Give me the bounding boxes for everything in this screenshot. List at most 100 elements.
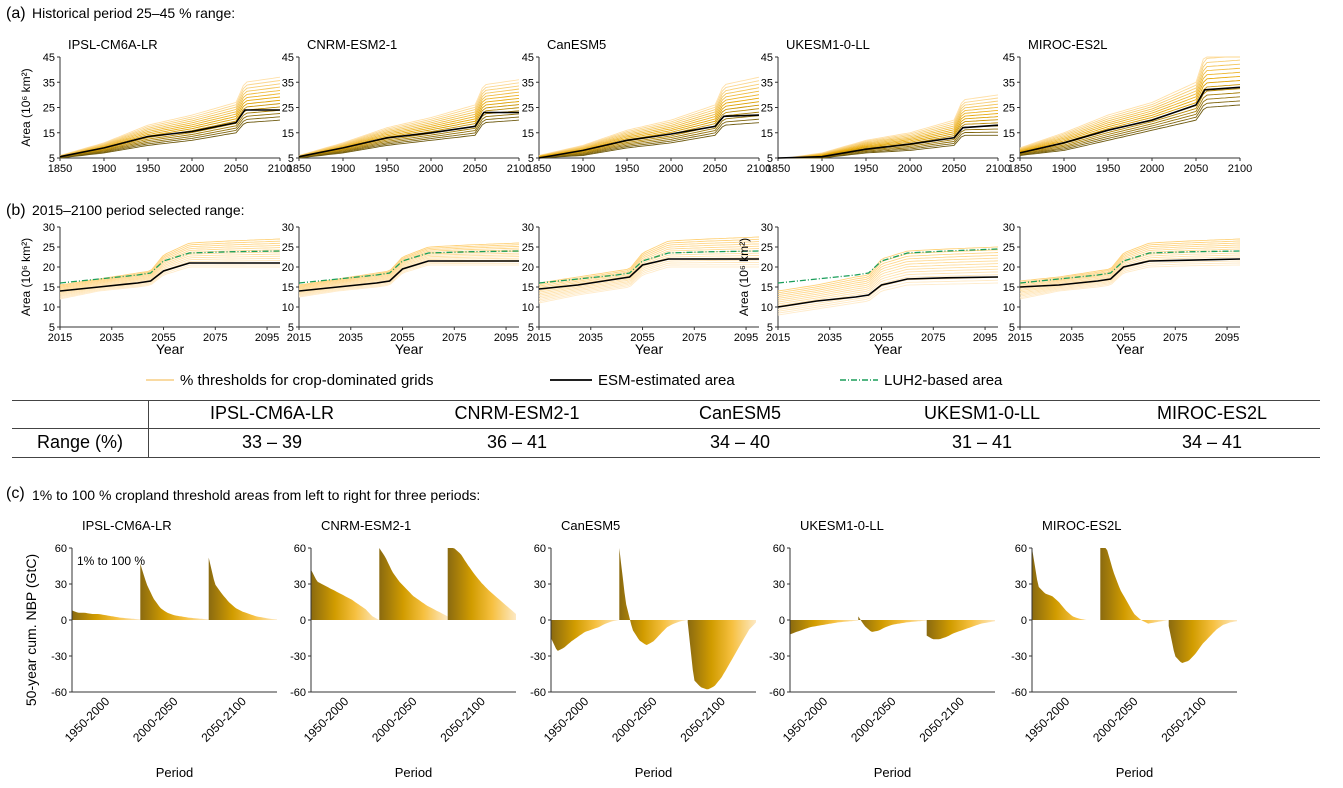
y-tick-label: 0	[1021, 615, 1027, 627]
esm-line	[59, 109, 280, 158]
y-tick-label: 45	[43, 52, 55, 64]
threshold-line	[1019, 63, 1241, 151]
threshold-line	[298, 244, 520, 287]
table-value-ukesm: 31 – 41	[951, 432, 1013, 452]
range-table: Range (%) IPSL-CM6A-LR CNRM-ESM2-1 CanES…	[12, 400, 1320, 458]
y-tick-label: 10	[761, 302, 773, 314]
x-tick-label: 2015	[766, 332, 790, 344]
y-tick-label: 5	[1009, 322, 1015, 334]
x-axis-label: Period	[395, 765, 433, 780]
y-tick-label: 60	[55, 543, 67, 555]
esm-line	[1019, 258, 1241, 288]
y-tick-label: 5	[767, 153, 773, 165]
period-tick-label: 2000-2050	[369, 694, 420, 745]
x-tick-label: 2055	[869, 332, 893, 344]
table-header-miroc: MIROC-ES2L	[1156, 403, 1268, 423]
threshold-line	[1019, 96, 1241, 155]
threshold-annotation: 1% to 100 %	[77, 554, 145, 568]
y-tick-label: 30	[1003, 222, 1015, 234]
x-tick-label: 2000	[1140, 163, 1164, 175]
y-tick-label: 10	[43, 302, 55, 314]
threshold-line	[1019, 92, 1241, 155]
threshold-line	[777, 265, 999, 305]
threshold-line	[1019, 104, 1241, 156]
panel-a-label: (a)	[6, 5, 26, 22]
y-axis-label: Area (10⁶ km²)	[19, 238, 33, 316]
x-tick-label: 2000	[419, 163, 443, 175]
threshold-line	[538, 241, 760, 287]
y-tick-label: 30	[1015, 579, 1027, 591]
esm-line	[538, 258, 759, 290]
period-tick-label: 2000-2050	[130, 694, 181, 745]
y-tick-label: 5	[528, 153, 534, 165]
x-tick-label: 2035	[818, 332, 842, 344]
y-tick-label: -30	[1011, 651, 1027, 663]
panel-c-label: (c)	[6, 485, 25, 502]
x-tick-label: 2050	[224, 163, 248, 175]
threshold-line	[298, 247, 520, 289]
threshold-line	[1019, 56, 1240, 149]
x-tick-label: 2000	[898, 163, 922, 175]
nbp-area-2000-2050	[858, 616, 927, 632]
panel-a-model-title: CNRM-ESM2-1	[307, 37, 397, 52]
y-tick-label: 35	[282, 77, 294, 89]
x-tick-label: 2035	[339, 332, 363, 344]
threshold-line	[1019, 260, 1241, 297]
period-tick-label: 2050-2100	[677, 694, 728, 745]
threshold-line	[778, 103, 999, 159]
threshold-line	[59, 253, 280, 293]
y-tick-label: 5	[288, 153, 294, 165]
period-tick-label: 2050-2100	[1158, 694, 1209, 745]
y-tick-label: 60	[294, 543, 306, 555]
threshold-line	[298, 113, 520, 159]
y-tick-label: -30	[51, 651, 67, 663]
y-axis-label: 50-year cum. NBP (GtC)	[23, 554, 39, 706]
threshold-line	[538, 76, 760, 156]
x-tick-label: 2055	[1111, 332, 1135, 344]
threshold-line	[538, 252, 759, 295]
threshold-line	[1019, 100, 1241, 156]
panel-c-model-title: MIROC-ES2L	[1042, 518, 1121, 533]
x-tick-label: 1900	[1052, 163, 1076, 175]
threshold-line	[59, 240, 281, 287]
y-tick-label: 35	[1003, 77, 1015, 89]
nbp-area-1950-2000	[551, 620, 620, 651]
x-tick-label: 2035	[100, 332, 124, 344]
y-tick-label: 25	[1003, 103, 1015, 115]
x-tick-label: 2015	[527, 332, 551, 344]
y-tick-label: 30	[773, 579, 785, 591]
x-tick-label: 2035	[1060, 332, 1084, 344]
y-tick-label: 20	[761, 262, 773, 274]
x-tick-label: 2075	[442, 332, 466, 344]
y-axis-label: Area (10⁶ km²)	[737, 238, 751, 316]
y-tick-label: 30	[282, 222, 294, 234]
x-tick-label: 2055	[151, 332, 175, 344]
x-tick-label: 2000	[659, 163, 683, 175]
y-tick-label: -60	[1011, 687, 1027, 699]
y-tick-label: 45	[522, 52, 534, 64]
y-tick-label: 5	[49, 153, 55, 165]
esm-line	[1019, 86, 1241, 154]
table-value-canesm: 34 – 40	[709, 432, 771, 452]
period-tick-label: 1950-2000	[780, 694, 831, 745]
y-tick-label: 25	[43, 103, 55, 115]
x-axis-label: Year	[395, 341, 424, 357]
x-tick-label: 2050	[703, 163, 727, 175]
threshold-line	[298, 251, 519, 291]
y-tick-label: 30	[43, 222, 55, 234]
threshold-line	[538, 108, 760, 158]
threshold-line	[59, 249, 281, 291]
threshold-line	[298, 252, 519, 291]
table-header-ukesm: UKESM1-0-LL	[923, 403, 1041, 423]
y-tick-label: 45	[1003, 52, 1015, 64]
y-tick-label: 45	[282, 52, 294, 64]
table-value-ipsl: 33 – 39	[241, 432, 303, 452]
x-tick-label: 2050	[463, 163, 487, 175]
threshold-line	[1019, 88, 1241, 154]
esm-line	[298, 111, 519, 158]
panel-c-title: 1% to 100 % cropland threshold areas fro…	[32, 487, 480, 503]
period-tick-label: 2000-2050	[848, 694, 899, 745]
threshold-line	[59, 76, 281, 156]
x-axis-label: Period	[874, 765, 912, 780]
